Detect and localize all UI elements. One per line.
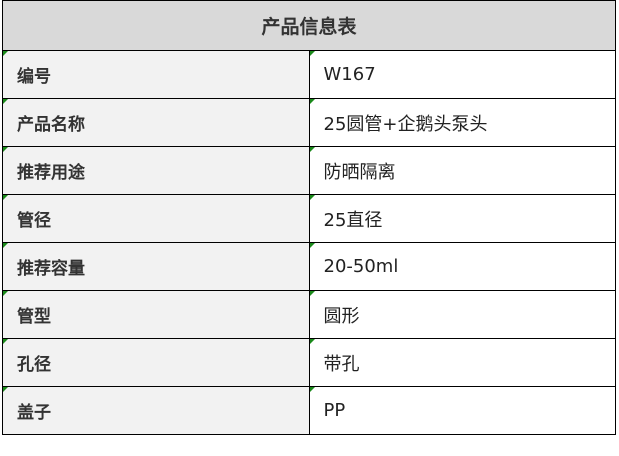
row-value[interactable]: 防晒隔离	[308, 146, 616, 195]
row-value[interactable]: 20-50ml	[308, 242, 616, 291]
cell-marker-icon	[309, 243, 315, 248]
row-label[interactable]: 管型	[2, 290, 310, 339]
cell-marker-icon	[3, 147, 8, 152]
table-row: 推荐容量 20-50ml	[2, 242, 616, 291]
cell-marker-icon	[309, 291, 315, 296]
table-row: 推荐用途 防晒隔离	[2, 146, 616, 195]
value-text: PP	[323, 400, 346, 421]
cell-marker-icon	[3, 99, 8, 104]
cell-marker-icon	[309, 51, 315, 56]
row-value[interactable]: W167	[308, 50, 616, 99]
label-text: 编号	[17, 67, 51, 87]
table-row: 孔径 带孔	[2, 338, 616, 387]
label-text: 管径	[17, 211, 51, 231]
row-label[interactable]: 孔径	[2, 338, 310, 387]
label-text: 盖子	[17, 403, 51, 423]
cell-marker-icon	[3, 243, 8, 248]
row-value[interactable]: 25圆管+企鹅头泵头	[308, 98, 616, 147]
label-text: 孔径	[17, 355, 51, 375]
cell-marker-icon	[3, 195, 8, 200]
cell-marker-icon	[3, 387, 8, 392]
cell-marker-icon	[3, 291, 8, 296]
row-value[interactable]: 带孔	[308, 338, 616, 387]
table-row: 编号 W167	[2, 50, 616, 99]
cell-marker-icon	[309, 339, 315, 344]
label-text: 管型	[17, 307, 51, 327]
row-label[interactable]: 编号	[2, 50, 310, 99]
cell-marker-icon	[309, 195, 315, 200]
cell-marker-icon	[3, 51, 8, 56]
table-title: 产品信息表	[2, 0, 616, 51]
row-value[interactable]: PP	[308, 386, 616, 435]
cell-marker-icon	[309, 387, 315, 392]
table-row: 产品名称 25圆管+企鹅头泵头	[2, 98, 616, 147]
table-row: 管型 圆形	[2, 290, 616, 339]
table-row: 管径 25直径	[2, 194, 616, 243]
value-text: 带孔	[323, 353, 360, 375]
row-label[interactable]: 盖子	[2, 386, 310, 435]
row-value[interactable]: 圆形	[308, 290, 616, 339]
row-label[interactable]: 管径	[2, 194, 310, 243]
row-value[interactable]: 25直径	[308, 194, 616, 243]
row-label[interactable]: 推荐容量	[2, 242, 310, 291]
value-text: 25直径	[323, 209, 383, 231]
value-text: 防晒隔离	[323, 161, 396, 183]
value-text: 20-50ml	[323, 256, 399, 277]
cell-marker-icon	[309, 99, 315, 104]
table-row: 盖子 PP	[2, 386, 616, 435]
label-text: 推荐用途	[17, 163, 85, 183]
row-label[interactable]: 产品名称	[2, 98, 310, 147]
value-text: 圆形	[323, 305, 360, 327]
cell-marker-icon	[309, 147, 315, 152]
product-info-table: 产品信息表 编号 W167 产品名称 25圆管+企鹅头泵头推荐用途 防晒隔离管径 25直径…	[2, 0, 616, 435]
label-text: 推荐容量	[17, 259, 85, 279]
cell-marker-icon	[3, 339, 8, 344]
value-text: W167	[323, 64, 376, 85]
value-text: 25圆管+企鹅头泵头	[323, 113, 488, 135]
label-text: 产品名称	[17, 115, 85, 135]
row-label[interactable]: 推荐用途	[2, 146, 310, 195]
